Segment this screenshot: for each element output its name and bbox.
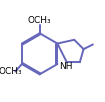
Text: NH: NH [59,62,73,71]
Text: OCH₃: OCH₃ [28,16,51,25]
Text: OCH₃: OCH₃ [0,67,22,76]
